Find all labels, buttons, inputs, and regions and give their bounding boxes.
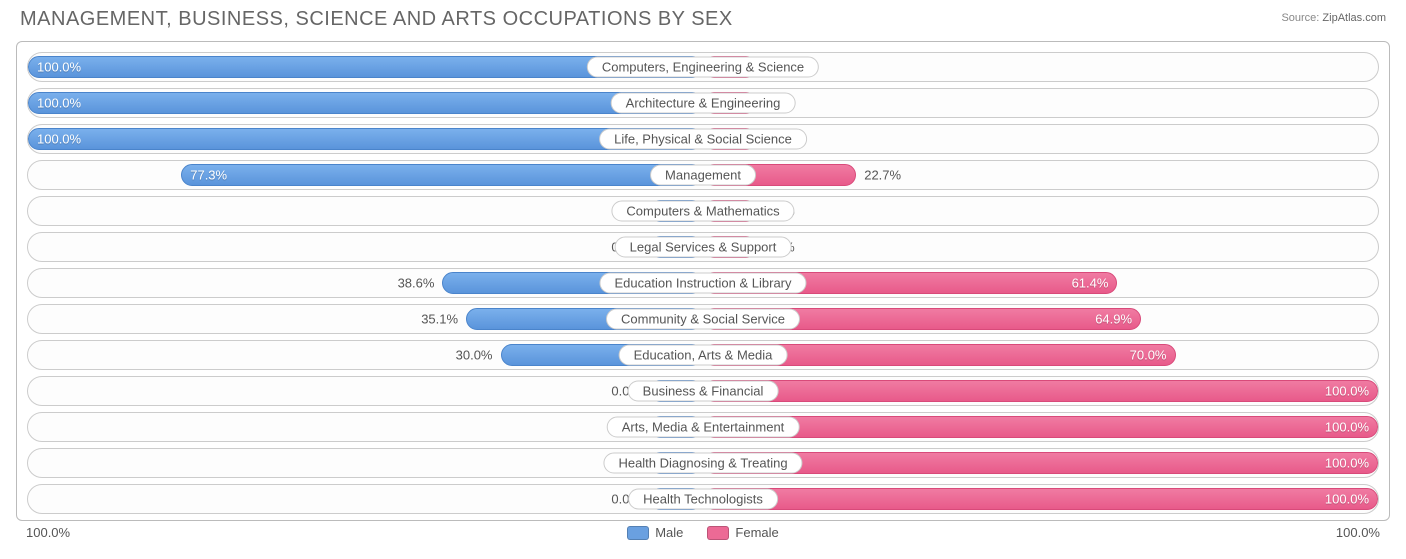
chart-row: 100.0%0.0%Architecture & Engineering [27,88,1379,118]
legend-male-label: Male [655,525,683,540]
source-value: ZipAtlas.com [1322,12,1386,24]
category-label: Community & Social Service [606,309,800,330]
legend-swatch-female [707,526,729,540]
legend: Male Female [627,525,779,540]
source-attribution: Source: ZipAtlas.com [1281,8,1386,24]
chart-row: 100.0%0.0%Computers, Engineering & Scien… [27,52,1379,82]
female-value-label: 70.0% [1130,348,1167,363]
female-value-label: 100.0% [1325,456,1369,471]
male-value-label: 30.0% [456,348,493,363]
category-label: Legal Services & Support [615,237,792,258]
category-label: Architecture & Engineering [611,93,796,114]
female-value-label: 61.4% [1072,276,1109,291]
axis-right-label: 100.0% [1336,525,1380,540]
category-label: Health Diagnosing & Treating [603,453,802,474]
female-value-label: 22.7% [864,168,901,183]
female-value-label: 100.0% [1325,420,1369,435]
category-label: Arts, Media & Entertainment [607,417,800,438]
chart-row: 0.0%0.0%Computers & Mathematics [27,196,1379,226]
category-label: Health Technologists [628,489,778,510]
female-value-label: 64.9% [1095,312,1132,327]
source-label: Source: [1281,12,1319,24]
category-label: Education, Arts & Media [619,345,788,366]
chart-row: 0.0%100.0%Arts, Media & Entertainment [27,412,1379,442]
female-bar: 100.0% [703,452,1378,474]
axis-row: 100.0% Male Female 100.0% [26,525,1380,540]
male-value-label: 100.0% [37,96,81,111]
male-value-label: 38.6% [398,276,435,291]
legend-female-label: Female [735,525,778,540]
chart-row: 100.0%0.0%Life, Physical & Social Scienc… [27,124,1379,154]
axis-left-label: 100.0% [26,525,70,540]
header: MANAGEMENT, BUSINESS, SCIENCE AND ARTS O… [0,0,1406,35]
chart-row: 0.0%100.0%Business & Financial [27,376,1379,406]
male-value-label: 100.0% [37,60,81,75]
female-value-label: 100.0% [1325,492,1369,507]
female-value-label: 100.0% [1325,384,1369,399]
category-label: Education Instruction & Library [599,273,806,294]
female-bar: 100.0% [703,380,1378,402]
legend-swatch-male [627,526,649,540]
chart-row: 77.3% 22.7% Management [27,160,1379,190]
male-value-label: 77.3% [190,168,227,183]
chart-row: 0.0%0.0%Legal Services & Support [27,232,1379,262]
female-bar: 100.0% [703,416,1378,438]
male-value-label: 35.1% [421,312,458,327]
chart-row: 0.0%100.0%Health Diagnosing & Treating [27,448,1379,478]
male-bar: 77.3% [181,164,703,186]
category-label: Computers, Engineering & Science [587,57,819,78]
chart-row: 0.0%100.0%Health Technologists [27,484,1379,514]
male-bar: 100.0% [28,92,703,114]
chart-row: 30.0% 70.0% Education, Arts & Media [27,340,1379,370]
category-label: Computers & Mathematics [611,201,794,222]
category-label: Life, Physical & Social Science [599,129,807,150]
chart-row: 38.6% 61.4% Education Instruction & Librar… [27,268,1379,298]
chart-title: MANAGEMENT, BUSINESS, SCIENCE AND ARTS O… [20,8,733,31]
chart-row: 35.1% 64.9% Community & Social Service [27,304,1379,334]
legend-item-female: Female [707,525,778,540]
category-label: Management [650,165,756,186]
legend-item-male: Male [627,525,683,540]
female-bar: 100.0% [703,488,1378,510]
male-value-label: 100.0% [37,132,81,147]
chart-area: 100.0%0.0%Computers, Engineering & Scien… [16,41,1390,521]
category-label: Business & Financial [628,381,779,402]
